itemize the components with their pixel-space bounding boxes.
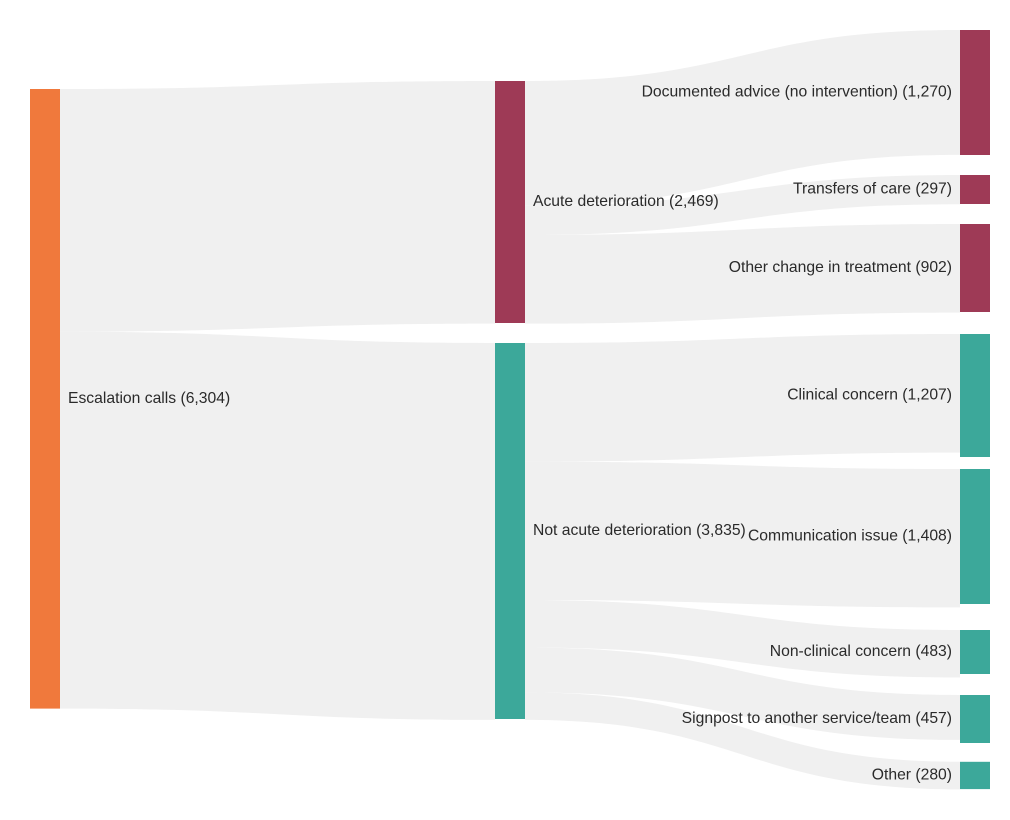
svg-text:Escalation calls (6,304): Escalation calls (6,304) <box>68 390 230 407</box>
svg-text:Clinical concern (1,207): Clinical concern (1,207) <box>787 387 952 404</box>
svg-text:Communication issue (1,408): Communication issue (1,408) <box>748 528 952 545</box>
svg-text:Documented advice (no interven: Documented advice (no intervention) (1,2… <box>642 84 952 101</box>
svg-text:Transfers of care (297): Transfers of care (297) <box>793 181 952 198</box>
svg-text:Other (280): Other (280) <box>872 767 952 784</box>
svg-text:Not acute deterioration (3,835: Not acute deterioration (3,835) <box>533 522 746 539</box>
svg-text:Non-clinical concern (483): Non-clinical concern (483) <box>770 643 952 660</box>
svg-text:Acute deterioration (2,469): Acute deterioration (2,469) <box>533 193 719 210</box>
svg-text:Other change in treatment (902: Other change in treatment (902) <box>729 259 952 276</box>
svg-text:Signpost to another service/te: Signpost to another service/team (457) <box>682 710 952 727</box>
